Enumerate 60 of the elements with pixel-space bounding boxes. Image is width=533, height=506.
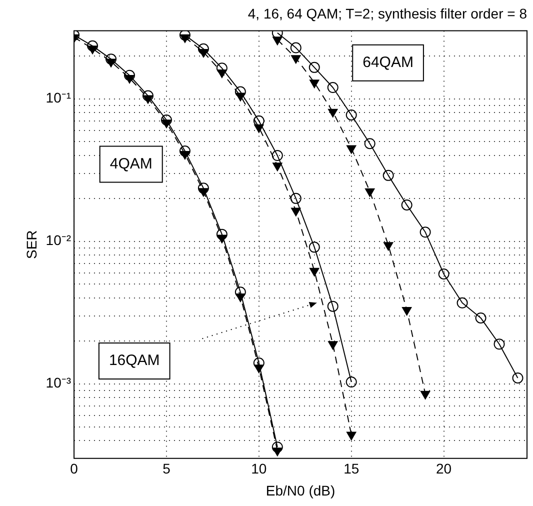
x-axis-title: Eb/N0 (dB) (266, 482, 336, 498)
point (234, 86, 246, 98)
point (106, 54, 117, 65)
x-tick-label: 5 (162, 460, 171, 477)
point (160, 114, 172, 126)
point (401, 199, 412, 210)
x-tick-label: 15 (344, 460, 360, 477)
point (310, 268, 320, 276)
point (198, 43, 209, 54)
point (365, 188, 375, 197)
point (272, 162, 282, 172)
point (216, 62, 228, 74)
point (310, 80, 320, 88)
point (494, 338, 505, 350)
point (308, 242, 320, 253)
y-tick-label: 10⁻¹ (46, 90, 72, 106)
y-tick-label: 10⁻³ (46, 374, 72, 391)
point (364, 138, 376, 150)
point (179, 30, 190, 41)
point (346, 145, 356, 154)
x-tick-label: 20 (436, 460, 452, 477)
x-tick-label: 0 (70, 460, 78, 477)
point (290, 192, 302, 204)
y-axis-title: SER (23, 230, 40, 259)
point (87, 40, 98, 52)
point (253, 358, 264, 369)
point (198, 182, 209, 194)
point (328, 108, 338, 118)
point (272, 442, 283, 453)
point (438, 268, 450, 280)
point (124, 70, 135, 81)
annotation: 16QAM (108, 352, 160, 370)
point (327, 82, 338, 94)
y-tick-label: 10⁻² (46, 232, 72, 248)
point (291, 55, 301, 64)
point (402, 306, 412, 316)
point (512, 372, 524, 384)
point (420, 226, 431, 238)
point (327, 300, 338, 312)
point (456, 297, 468, 308)
point (179, 146, 190, 157)
point (346, 109, 357, 120)
annotation: 4QAM (110, 155, 152, 172)
point (272, 150, 283, 162)
point (290, 42, 302, 54)
point (291, 208, 301, 216)
annotation: 64QAM (362, 54, 414, 72)
point (142, 90, 154, 102)
chart-title: 4, 16, 64 QAM; T=2; synthesis filter order = 8 (248, 5, 528, 22)
point (328, 341, 338, 350)
point (384, 242, 394, 251)
point (382, 170, 394, 181)
point (234, 286, 246, 298)
point (420, 390, 430, 400)
x-tick-label: 10 (251, 460, 267, 477)
point (346, 376, 357, 388)
point (475, 312, 486, 324)
point (346, 432, 356, 440)
point (216, 228, 228, 240)
point (308, 62, 320, 73)
